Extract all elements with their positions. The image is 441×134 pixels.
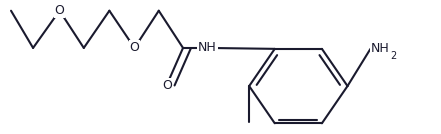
Text: O: O: [55, 4, 64, 17]
Text: 2: 2: [390, 51, 396, 61]
Text: NH: NH: [198, 41, 217, 54]
Text: NH: NH: [370, 42, 389, 55]
Text: O: O: [130, 41, 139, 54]
Text: O: O: [162, 79, 172, 92]
